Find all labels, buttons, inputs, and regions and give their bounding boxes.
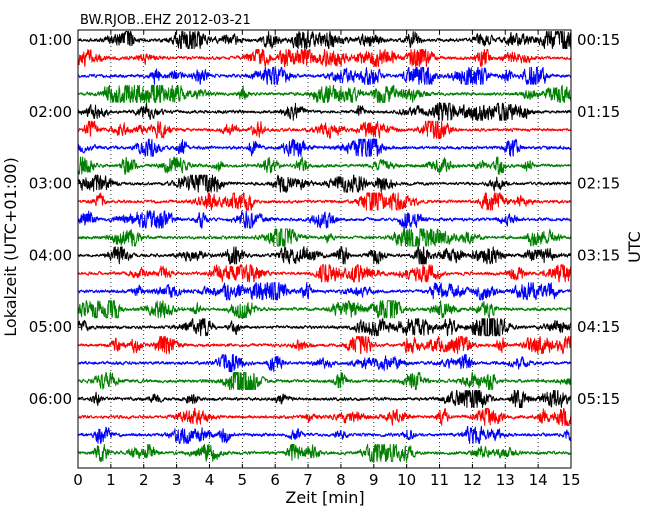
y-axis-label-right: UTC	[625, 231, 644, 263]
y-tick-label-right: 00:15	[577, 31, 620, 49]
y-tick-label-left: 02:00	[29, 103, 72, 121]
x-tick-label: 15	[561, 471, 580, 489]
x-tick-label: 10	[397, 471, 416, 489]
x-tick-label: 5	[238, 471, 248, 489]
y-tick-label-right: 04:15	[577, 318, 620, 336]
trace-line-0430	[77, 282, 572, 301]
y-tick-label-right: 03:15	[577, 246, 620, 264]
x-tick-label: 12	[463, 471, 482, 489]
trace-line-0345	[77, 228, 572, 247]
trace-line-0215	[77, 120, 572, 139]
axis-ticks: 0 1 2 3 4 5 6 7 8 9 10 11 12 13 14 1501:0002:0003:0004:…	[29, 30, 620, 489]
x-tick-label: 4	[205, 471, 215, 489]
y-tick-label-right: 02:15	[577, 175, 620, 193]
trace-line-0200	[77, 102, 572, 121]
chart-title: BW.RJOB..EHZ 2012-03-21	[80, 13, 251, 28]
y-axis-label-left: Lokalzeit (UTC+01:00)	[1, 157, 20, 336]
trace-line-0415	[77, 264, 572, 283]
x-tick-label: 11	[430, 471, 449, 489]
x-tick-label: 13	[496, 471, 515, 489]
y-tick-label-left: 01:00	[29, 31, 72, 49]
trace-line-0630	[77, 425, 572, 444]
x-tick-label: 1	[106, 471, 116, 489]
y-tick-label-right: 01:15	[577, 103, 620, 121]
trace-line-0500	[77, 318, 572, 337]
x-tick-label: 8	[336, 471, 346, 489]
trace-line-0645	[77, 443, 572, 462]
trace-line-0315	[77, 192, 572, 211]
trace-line-0330	[77, 210, 572, 229]
x-tick-label: 9	[369, 471, 379, 489]
x-tick-label: 3	[172, 471, 182, 489]
trace-line-0600	[77, 390, 572, 408]
x-tick-label: 2	[139, 471, 149, 489]
trace-line-0400	[77, 246, 572, 265]
y-tick-label-left: 03:00	[29, 175, 72, 193]
trace-line-0130	[77, 66, 572, 85]
trace-line-0615	[77, 407, 572, 426]
seismic-traces	[77, 31, 572, 462]
x-tick-label: 6	[270, 471, 280, 489]
y-tick-label-left: 05:00	[29, 318, 72, 336]
y-tick-label-left: 04:00	[29, 246, 72, 264]
trace-line-0230	[77, 138, 572, 157]
trace-line-0545	[77, 372, 572, 391]
trace-line-0245	[77, 156, 572, 175]
x-tick-label: 0	[73, 471, 83, 489]
trace-line-0115	[77, 48, 572, 67]
trace-line-0515	[77, 336, 572, 355]
x-axis-label: Zeit [min]	[285, 488, 364, 507]
trace-line-0300	[77, 174, 572, 193]
y-tick-label-left: 06:00	[29, 390, 72, 408]
trace-line-0445	[77, 300, 572, 319]
trace-line-0100	[77, 31, 572, 49]
x-tick-label: 7	[303, 471, 313, 489]
trace-line-0530	[77, 354, 572, 373]
x-tick-label: 14	[529, 471, 548, 489]
plot-frame	[77, 29, 572, 469]
y-tick-label-right: 05:15	[577, 390, 620, 408]
trace-line-0145	[77, 84, 572, 103]
